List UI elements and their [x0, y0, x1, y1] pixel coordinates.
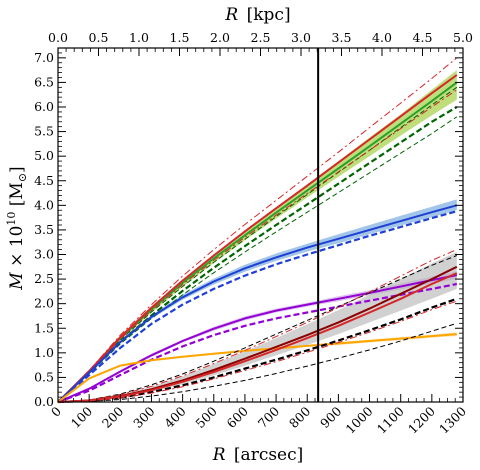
y-axis-title: M × 1010 [M⊙] [5, 166, 29, 290]
x-bottom-tick-label: 800 [286, 403, 314, 431]
x-top-tick-label: 0.0 [48, 30, 68, 45]
x-bottom-tick-label: 100 [68, 403, 96, 431]
x-bottom-tick-label: 1100 [374, 403, 407, 436]
x-top-tick-label: 1.5 [170, 30, 190, 45]
x-bottom-tick-label: 500 [192, 403, 220, 431]
x-bottom-tick-label: 700 [255, 403, 283, 431]
band-0 [58, 70, 457, 402]
y-tick-labels: 0.0 0.5 1.0 1.5 2.0 2.5 3.0 3.5 4.0 4.5 5.0 5.5 6.0 6… [34, 50, 54, 409]
y-tick-label: 6.5 [34, 74, 54, 89]
series-line-3 [57, 116, 458, 403]
x-top-tick-label: 4.5 [413, 30, 433, 45]
series-line-17 [57, 249, 457, 403]
y-tick-label: 2.0 [34, 296, 54, 311]
series-line-7 [57, 204, 458, 403]
series-line-6 [57, 89, 458, 403]
series-lines [57, 57, 458, 404]
series-line-4 [57, 74, 458, 403]
y-tick-label: 5.5 [34, 124, 54, 139]
y-tick-label: 0.5 [34, 369, 54, 384]
series-line-9 [57, 274, 457, 403]
band-12 [58, 252, 457, 402]
x-bottom-tick-label: 300 [130, 403, 158, 431]
series-line-13 [57, 297, 458, 404]
series-line-14 [57, 255, 457, 403]
y-tick-label: 7.0 [34, 50, 54, 65]
x-top-tick-label: 4.0 [372, 30, 392, 45]
series-line-18 [57, 300, 457, 403]
series-line-8 [57, 210, 458, 403]
y-tick-label: 4.0 [34, 197, 54, 212]
y-tick-label: 0.0 [34, 394, 54, 409]
series-line-11 [57, 333, 457, 403]
tick-marks [57, 48, 464, 403]
y-tick-label: 1.0 [34, 345, 54, 360]
x-bottom-tick-label: 600 [224, 403, 252, 431]
x-bottom-tick-labels: 0 100 200 300 400 500 600 700 800 900100011001200… [48, 403, 469, 436]
x-top-tick-label: 3.0 [291, 30, 311, 45]
x-bottom-tick-label: 200 [99, 403, 127, 431]
x-bottom-tick-label: 1300 [436, 403, 469, 436]
x-top-tick-labels: 0.0 0.5 1.0 1.5 2.0 2.5 3.0 3.5 4.0 4.5 5.0 [48, 30, 473, 45]
x-bottom-axis-title: R [arcsec] [212, 445, 304, 465]
series-line-15 [57, 322, 457, 403]
y-tick-label: 2.5 [34, 271, 54, 286]
x-bottom-tick-label: 1000 [343, 403, 376, 436]
series-line-16 [57, 272, 458, 403]
y-tick-label: 1.5 [34, 320, 54, 335]
x-top-axis-title: R [kpc] [224, 5, 290, 25]
y-tick-label: 6.0 [34, 99, 54, 114]
x-top-tick-label: 3.5 [332, 30, 352, 45]
x-top-tick-label: 2.5 [251, 30, 271, 45]
y-tick-label: 4.5 [34, 173, 54, 188]
series-line-2 [57, 86, 458, 403]
x-bottom-tick-label: 400 [161, 403, 189, 431]
y-tick-label: 3.5 [34, 222, 54, 237]
band-7 [58, 199, 457, 402]
x-bottom-tick-label: 900 [317, 403, 345, 431]
x-top-tick-label: 1.0 [129, 30, 149, 45]
y-tick-label: 5.0 [34, 148, 54, 163]
x-top-tick-label: 2.0 [210, 30, 230, 45]
confidence-bands [58, 70, 457, 402]
x-top-tick-label: 5.0 [453, 30, 473, 45]
y-tick-label: 3.0 [34, 247, 54, 262]
x-top-tick-label: 0.5 [89, 30, 109, 45]
x-bottom-tick-label: 1200 [405, 403, 438, 436]
